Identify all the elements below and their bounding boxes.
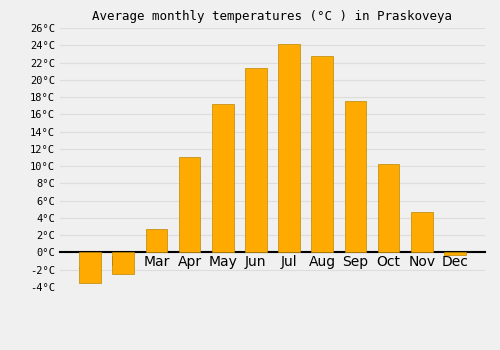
- Bar: [112, 252, 134, 274]
- Bar: [378, 163, 400, 252]
- Bar: [212, 104, 234, 252]
- Bar: [146, 229, 167, 252]
- Bar: [278, 43, 300, 252]
- Bar: [179, 158, 201, 252]
- Bar: [444, 252, 466, 255]
- Title: Average monthly temperatures (°C ) in Praskoveya: Average monthly temperatures (°C ) in Pr…: [92, 10, 452, 23]
- Bar: [80, 252, 101, 283]
- Bar: [411, 212, 432, 252]
- Bar: [312, 56, 333, 252]
- Bar: [245, 68, 266, 252]
- Bar: [344, 100, 366, 252]
